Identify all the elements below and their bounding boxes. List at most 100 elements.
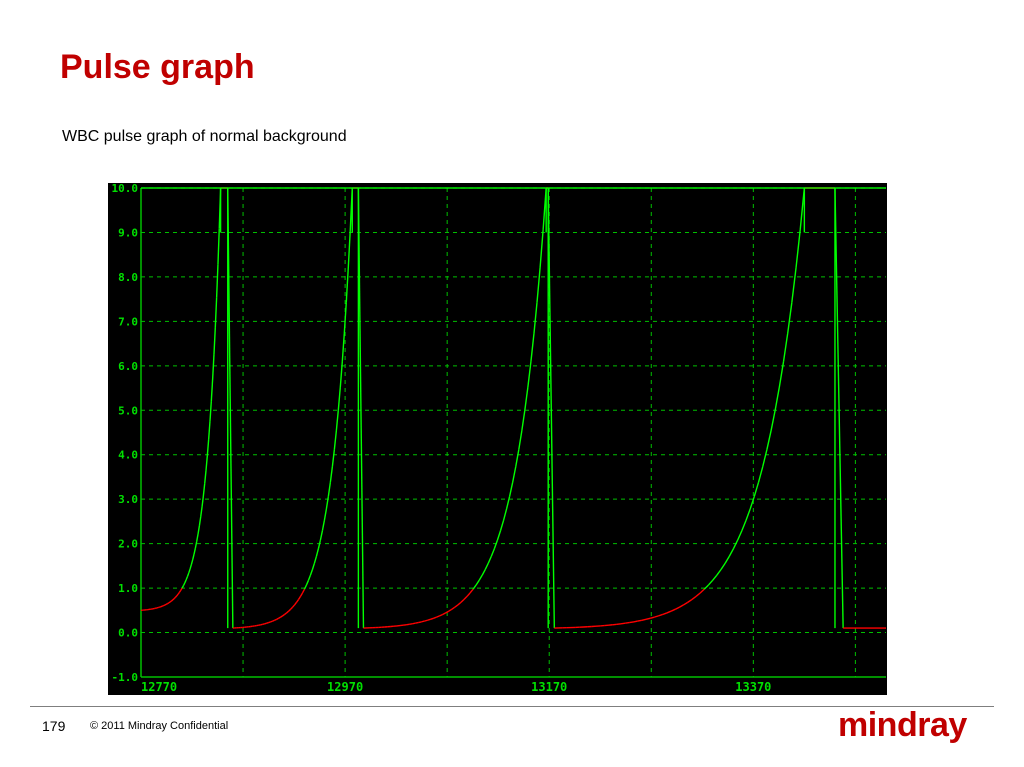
pulse-segment [508,482,514,497]
pulse-segment [347,229,351,269]
pulse-segment [272,619,275,622]
pulse-segment [197,525,201,535]
pulse-segment [189,564,193,570]
pulse-segment [511,466,517,483]
pulse-segment [209,401,213,422]
pulse-segment [268,621,271,624]
pulse-segment [176,593,179,597]
pulse-segment [198,516,202,526]
pulse-segment [284,612,288,616]
y-tick-label: 8.0 [118,271,138,284]
pulse-segment [616,623,622,625]
pulse-segment [774,386,781,411]
pulse-segment [213,327,216,355]
pulse-segment [182,582,186,586]
pulse-segment [341,333,345,362]
pulse-segment [357,187,365,629]
pulse-segment [424,619,428,622]
pulse-segment [834,187,844,629]
pulse-segment [699,588,705,594]
pulse-segment [445,610,450,614]
pulse-segment [662,612,668,616]
pulse-segment [487,555,492,564]
pulse-segment [478,574,483,581]
pulse-segment [786,302,793,334]
pulse-segment [439,613,443,617]
pulse-segment [193,547,197,555]
pulse-segment [174,595,178,598]
page-number: 179 [42,718,66,734]
plot-background [108,183,887,695]
pulse-segment [262,623,265,625]
y-tick-label: 3.0 [118,493,138,506]
pulse-segment [625,621,630,624]
pulse-segment [716,569,722,576]
pulse-segment [311,562,316,570]
pulse-segment [319,530,324,541]
pulse-segment [205,455,209,471]
pulse-segment [196,533,199,542]
pulse-segment [539,229,544,269]
pulse-segment [278,616,281,619]
pulse-segment [270,620,273,623]
pulse-segment [469,588,474,594]
pulse-segment [463,595,468,601]
pulse-segment [214,297,218,328]
pulse-segment [620,622,626,625]
pulse-segment [691,595,697,601]
pulse-segment [536,267,541,303]
y-tick-label: 1.0 [118,582,138,595]
pulse-segment [753,482,760,497]
pulse-segment [292,604,296,608]
pulse-segment [172,598,175,601]
pulse-segment [323,508,328,521]
pulse-segment [466,592,471,597]
pulse-segment [505,496,511,510]
pulse-segment [280,615,283,618]
pulse-segment [305,580,310,586]
pulse-segment [472,584,477,590]
pulse-segment [307,574,312,581]
pulse-segment [451,606,456,610]
pulse-segment [180,587,183,591]
pulse-segment [165,603,168,605]
y-tick-label: 9.0 [118,226,138,239]
pulse-segment [203,470,207,484]
pulse-segment [188,568,191,574]
pulse-segment [448,608,453,612]
pulse-segment [782,333,789,362]
pulse-segment [533,302,538,334]
pulse-segment [547,187,556,629]
pulse-segment [499,520,505,531]
pulse-segment [167,602,170,605]
pulse-segment [282,613,285,617]
pulse-segment [315,548,320,557]
pulse-segment [171,599,174,602]
pulse-segment [303,584,308,590]
pulse-segment [436,615,440,618]
pulse-segment [454,604,459,608]
pulse-segment [295,599,300,603]
pulse-segment [720,562,726,570]
pulse-segment [169,600,172,603]
pulse-segment [475,579,480,586]
pulse-segment [524,386,529,411]
pulse-segment [274,618,277,621]
y-tick-label: 4.0 [118,449,138,462]
pulse-segment [442,612,447,616]
pulse-segment [645,617,651,621]
pulse-segment [749,496,756,510]
pulse-segment [637,619,642,622]
pulse-segment [343,302,347,334]
pulse-segment [337,387,342,411]
pulse-segment [217,228,220,265]
y-tick-label: 10.0 [112,183,139,195]
pulse-segment [707,579,714,586]
y-tick-label: 0.0 [118,627,138,640]
pulse-segment [766,430,772,450]
pulse-segment [339,361,344,388]
pulse-segment [329,466,334,483]
pulse-segment [200,506,203,517]
pulse-segment [297,596,302,600]
pulse-segment [309,569,314,576]
